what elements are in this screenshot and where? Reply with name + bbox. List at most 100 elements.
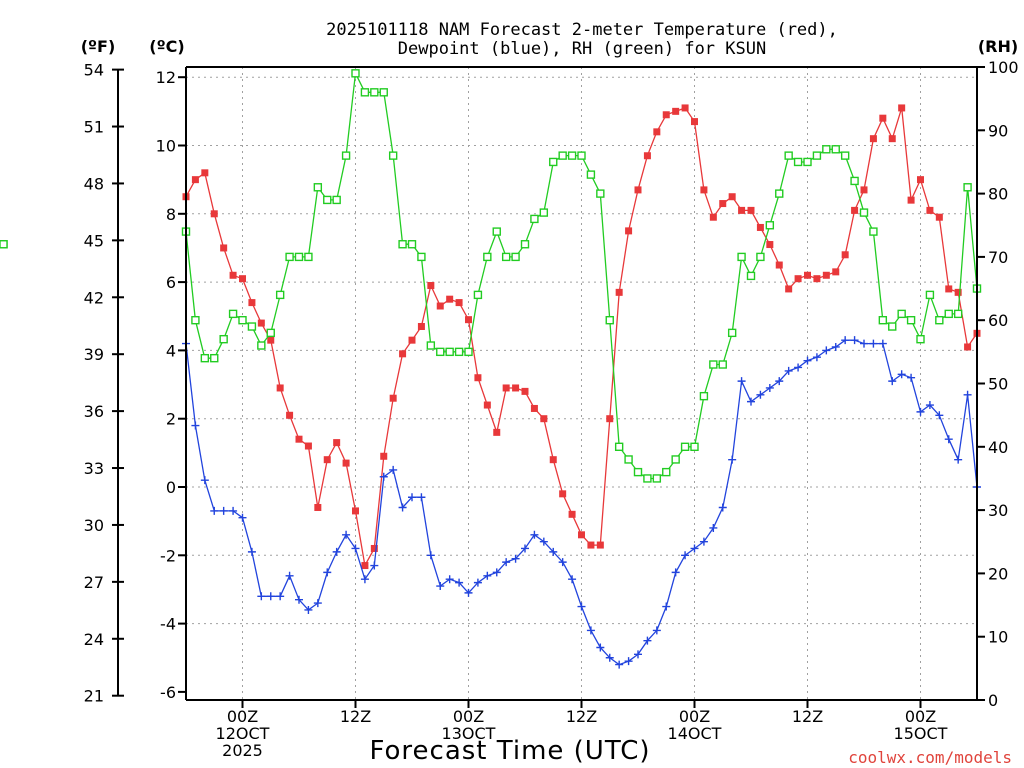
2-meter-temperature-point [295,435,303,443]
dewpoint-point [925,401,934,410]
rh-point [859,208,869,217]
rh-point [200,353,210,363]
dewpoint-point [812,353,821,362]
x-tick-label: 14OCT [668,724,722,743]
rh-point [765,221,775,230]
dewpoint-point [266,592,275,601]
rh-point [483,252,492,262]
dewpoint-point [794,363,803,372]
rh-point [803,157,812,167]
dewpoint-point [426,551,435,560]
2-meter-temperature-point [455,299,463,307]
2-meter-temperature-point [389,394,397,402]
dewpoint-point [530,530,539,539]
rh-point [247,322,257,331]
rh-point [228,309,238,319]
celsius-tick-label: -6 [160,683,176,702]
rh-point [294,252,304,262]
dewpoint-point [238,513,247,522]
x-tick-label: 00Z [679,707,710,726]
2-meter-temperature-point [493,428,501,436]
x-axis-label: Forecast Time (UTC) [369,736,650,766]
dewpoint-point [200,476,209,485]
2-meter-temperature-point [785,285,793,293]
2-meter-temperature-point [436,302,444,310]
rh-point [191,316,200,325]
celsius-tick-label: 2 [166,410,176,429]
dewpoint-point [332,547,341,556]
2-meter-temperature-point [220,244,228,252]
dewpoint-point [699,537,708,546]
fahrenheit-tick-label: 33 [84,459,104,478]
dewpoint-point [191,421,200,430]
2-meter-temperature-point [945,285,953,293]
2-meter-temperature-point [191,176,199,184]
rh-point [840,151,850,160]
2-meter-temperature-point [813,275,821,283]
2-meter-temperature-point [935,213,943,221]
dewpoint-point [511,554,520,563]
dewpoint-point [558,558,567,567]
2-meter-temperature-point [304,442,312,450]
x-tick-label: 00Z [905,707,936,726]
dewpoint-point [860,339,868,348]
rh-tick-label: 30 [988,501,1008,520]
dewpoint-point [370,561,379,570]
rh-tick-label: 60 [988,311,1008,330]
2-meter-temperature-point [530,404,538,412]
dewpoint-point [483,571,492,580]
2-meter-temperature-point [323,456,331,464]
rh-point [341,151,351,160]
dewpoint-point [247,547,256,556]
rh-point [906,316,916,325]
2-meter-temperature-point [662,111,670,119]
2-meter-temperature-point [917,176,924,184]
rh-point [878,316,888,325]
dewpoint-point [295,595,303,604]
dewpoint-point [596,643,605,652]
2-meter-temperature-point [276,384,284,392]
dewpoint-point [775,377,784,386]
dewpoint-point [464,588,473,597]
dewpoint-point [379,472,388,481]
2-meter-temperature-point [568,510,576,518]
x-tick-label: 12OCT [216,724,270,743]
rh-point [257,341,266,350]
credit-link[interactable]: coolwx.com/models [848,748,1012,767]
rh-point [916,334,925,344]
2-meter-temperature-point [634,186,642,194]
2-meter-temperature-point [578,531,585,539]
rh-point [266,328,275,338]
2-meter-temperature-point [248,299,256,307]
rh-point [784,151,793,160]
rh-tick-label: 100 [988,58,1019,77]
rh-point [370,88,379,97]
2-meter-temperature-point [794,275,802,283]
2-meter-temperature-point [907,196,915,204]
rh-point [530,214,539,224]
fahrenheit-tick-label: 30 [84,516,104,535]
celsius-tick-label: 0 [166,478,176,497]
celsius-tick-label: 10 [156,137,176,156]
dewpoint-point [219,506,228,515]
2-meter-temperature-point [229,271,237,279]
dewpoint-point [210,506,219,515]
2-meter-temperature-point [502,384,510,392]
2-meter-temperature-point [596,541,604,549]
rh-point [417,252,426,262]
rh-point [652,474,662,483]
rh-point [953,309,963,319]
dewpoint-point [436,582,445,591]
fahrenheit-tick-label: 21 [84,687,104,706]
2-meter-temperature-point [841,251,849,259]
2-meter-temperature-point [756,223,764,231]
rh-point [511,252,520,262]
rh-point [539,208,549,217]
rh-tick-label: 40 [988,438,1008,457]
rh-point [614,442,624,451]
chart-title-line-2: Dewpoint (blue), RH (green) for KSUN [398,39,766,59]
dewpoint-point [803,356,812,365]
rh-point [822,145,831,154]
2-meter-temperature-point [643,152,651,160]
rh-tick-label: 90 [988,121,1008,140]
